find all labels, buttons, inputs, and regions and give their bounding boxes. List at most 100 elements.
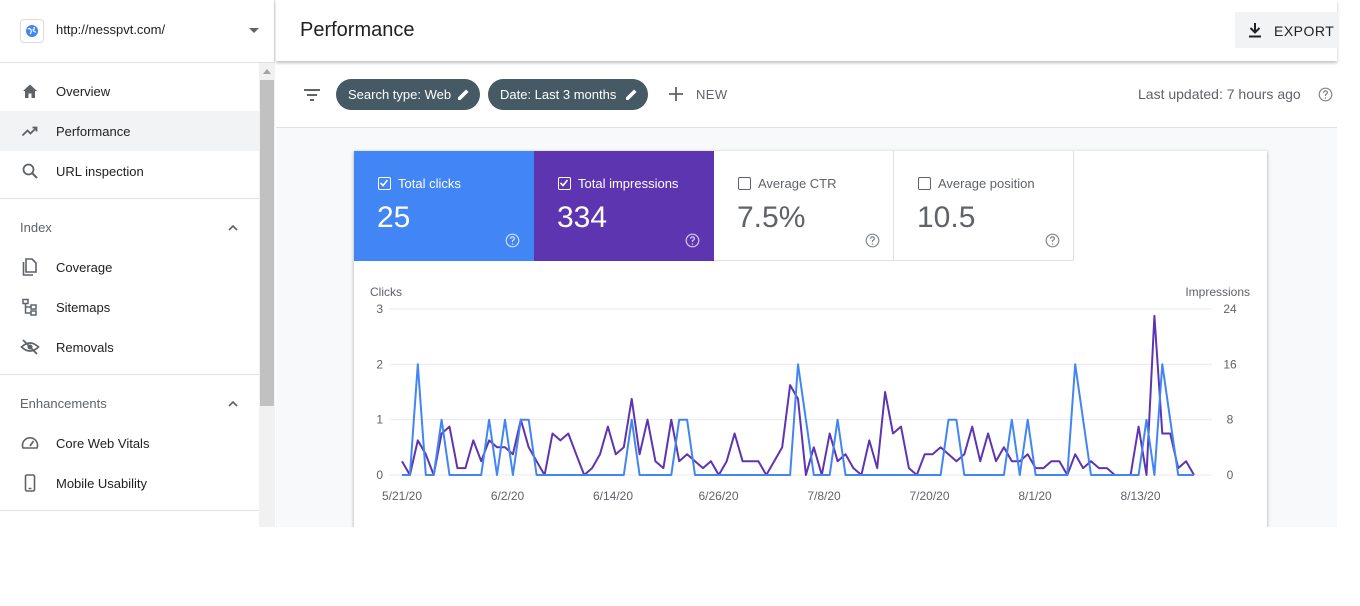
x-tick-label: 6/14/20 bbox=[593, 489, 633, 503]
export-button[interactable]: EXPORT bbox=[1235, 12, 1338, 48]
left-tick-label: 3 bbox=[376, 302, 383, 316]
sidebar-section-enhancements[interactable]: Enhancements bbox=[0, 383, 259, 423]
sidebar-item-label: Core Web Vitals bbox=[56, 436, 150, 451]
metric-value: 7.5% bbox=[737, 201, 806, 234]
sidebar-item-sitemaps[interactable]: Sitemaps bbox=[0, 287, 259, 327]
left-tick-label: 1 bbox=[376, 413, 383, 427]
metric-label: Total impressions bbox=[578, 176, 679, 191]
sidebar-item-core-web-vitals[interactable]: Core Web Vitals bbox=[0, 423, 259, 463]
metric-label: Average CTR bbox=[758, 176, 837, 191]
x-tick-label: 8/1/20 bbox=[1018, 489, 1052, 503]
edit-pencil-icon[interactable] bbox=[456, 87, 471, 102]
sidebar-scrollbar[interactable] bbox=[259, 63, 275, 527]
export-label: EXPORT bbox=[1274, 23, 1335, 39]
left-axis-label: Clicks bbox=[370, 285, 402, 299]
left-tick-label: 0 bbox=[376, 468, 383, 482]
sidebar-item-mobile-usability[interactable]: Mobile Usability bbox=[0, 463, 259, 503]
metric-average-position[interactable]: Average position 10.5 bbox=[894, 151, 1074, 261]
x-tick-label: 7/20/20 bbox=[909, 489, 949, 503]
speedometer-icon bbox=[20, 433, 40, 453]
left-tick-label: 2 bbox=[376, 357, 383, 371]
metric-value: 25 bbox=[377, 201, 411, 234]
checkbox-checked-icon[interactable] bbox=[558, 177, 571, 190]
metric-total-impressions[interactable]: Total impressions 334 bbox=[534, 151, 714, 261]
filter-icon[interactable] bbox=[302, 85, 322, 105]
sidebar-item-label: Performance bbox=[56, 124, 131, 139]
filter-chip-search-type[interactable]: Search type: Web bbox=[336, 79, 480, 110]
eye-off-icon bbox=[20, 337, 40, 357]
chart-ticks: 0 0 1 8 2 16 3 24 5/21/20 6/2/20 6/14/20 6/26/20 7/8… bbox=[376, 302, 1237, 503]
search-icon bbox=[20, 161, 40, 181]
copy-pages-icon bbox=[20, 257, 40, 277]
metric-label: Average position bbox=[938, 176, 1035, 191]
x-tick-label: 5/21/20 bbox=[382, 489, 422, 503]
metric-value: 10.5 bbox=[917, 201, 976, 234]
sidebar-nav: Overview Performance URL inspection Inde… bbox=[0, 63, 259, 527]
plus-icon bbox=[666, 84, 686, 104]
dropdown-arrow-icon[interactable] bbox=[249, 28, 259, 33]
sidebar-item-label: Sitemaps bbox=[56, 300, 111, 315]
header: Performance EXPORT bbox=[276, 0, 1338, 61]
filter-bar: Search type: Web Date: Last 3 months NEW… bbox=[276, 61, 1337, 128]
chip-label: Search type: Web bbox=[348, 87, 452, 102]
sidebar-item-overview[interactable]: Overview bbox=[0, 71, 259, 111]
x-tick-label: 6/26/20 bbox=[698, 489, 738, 503]
last-updated-text: Last updated: 7 hours ago bbox=[1138, 86, 1301, 102]
sidebar-item-label: Coverage bbox=[56, 260, 113, 275]
chevron-up-icon bbox=[226, 221, 240, 235]
globe-icon bbox=[20, 19, 44, 43]
performance-card: Total clicks 25 Total impressions 334 Av… bbox=[354, 151, 1267, 527]
edit-pencil-icon[interactable] bbox=[624, 87, 639, 102]
sidebar-item-performance[interactable]: Performance bbox=[0, 111, 259, 151]
right-tick-label: 8 bbox=[1227, 413, 1234, 427]
new-filter-button[interactable]: NEW bbox=[666, 83, 730, 107]
metric-value: 334 bbox=[557, 201, 608, 234]
sidebar: http://nesspvt.com/ Overview Performance bbox=[0, 0, 275, 527]
home-icon bbox=[20, 81, 40, 101]
metric-total-clicks[interactable]: Total clicks 25 bbox=[354, 151, 534, 261]
download-icon bbox=[1246, 21, 1264, 39]
right-axis-label: Impressions bbox=[1185, 285, 1250, 299]
help-icon[interactable] bbox=[1045, 233, 1060, 248]
sidebar-section-index[interactable]: Index bbox=[0, 207, 259, 247]
sidebar-divider bbox=[0, 198, 259, 199]
chart-gridlines bbox=[389, 308, 1212, 476]
right-tick-label: 24 bbox=[1223, 302, 1237, 316]
chart-series bbox=[401, 314, 1195, 476]
sidebar-item-label: Mobile Usability bbox=[56, 476, 148, 491]
checkbox-unchecked-icon[interactable] bbox=[738, 177, 751, 190]
metric-label: Total clicks bbox=[398, 176, 461, 191]
scrollbar-thumb[interactable] bbox=[260, 80, 274, 406]
help-icon[interactable] bbox=[865, 233, 880, 248]
chevron-up-icon bbox=[226, 397, 240, 411]
metric-average-ctr[interactable]: Average CTR 7.5% bbox=[714, 151, 894, 261]
main-content: Total clicks 25 Total impressions 334 Av… bbox=[276, 128, 1337, 527]
x-tick-label: 6/2/20 bbox=[491, 489, 525, 503]
scroll-up-arrow-icon[interactable] bbox=[263, 69, 271, 74]
x-tick-label: 8/13/20 bbox=[1120, 489, 1160, 503]
checkbox-checked-icon[interactable] bbox=[378, 177, 391, 190]
property-selector[interactable]: http://nesspvt.com/ bbox=[0, 0, 275, 63]
series-line-clicks bbox=[402, 363, 1194, 476]
sidebar-item-removals[interactable]: Removals bbox=[0, 327, 259, 367]
series-line-impressions bbox=[401, 314, 1195, 476]
trending-up-icon bbox=[20, 121, 40, 141]
help-icon[interactable] bbox=[685, 233, 700, 248]
sidebar-item-coverage[interactable]: Coverage bbox=[0, 247, 259, 287]
page-title: Performance bbox=[300, 19, 415, 41]
checkbox-unchecked-icon[interactable] bbox=[918, 177, 931, 190]
sidebar-divider bbox=[0, 374, 259, 375]
filter-chip-date[interactable]: Date: Last 3 months bbox=[488, 79, 648, 110]
section-label: Enhancements bbox=[20, 396, 107, 411]
help-icon[interactable] bbox=[505, 233, 520, 248]
sidebar-divider bbox=[0, 510, 259, 511]
performance-chart: Clicks Impressions 0 0 1 8 2 16 3 24 5/21/20 6/2/… bbox=[370, 285, 1250, 503]
chip-label: Date: Last 3 months bbox=[500, 87, 617, 102]
section-label: Index bbox=[20, 220, 52, 235]
sidebar-item-label: URL inspection bbox=[56, 164, 144, 179]
sidebar-item-label: Removals bbox=[56, 340, 114, 355]
new-label: NEW bbox=[696, 87, 728, 102]
smartphone-icon bbox=[20, 473, 40, 493]
help-icon[interactable] bbox=[1318, 87, 1333, 102]
sidebar-item-url-inspection[interactable]: URL inspection bbox=[0, 151, 259, 191]
